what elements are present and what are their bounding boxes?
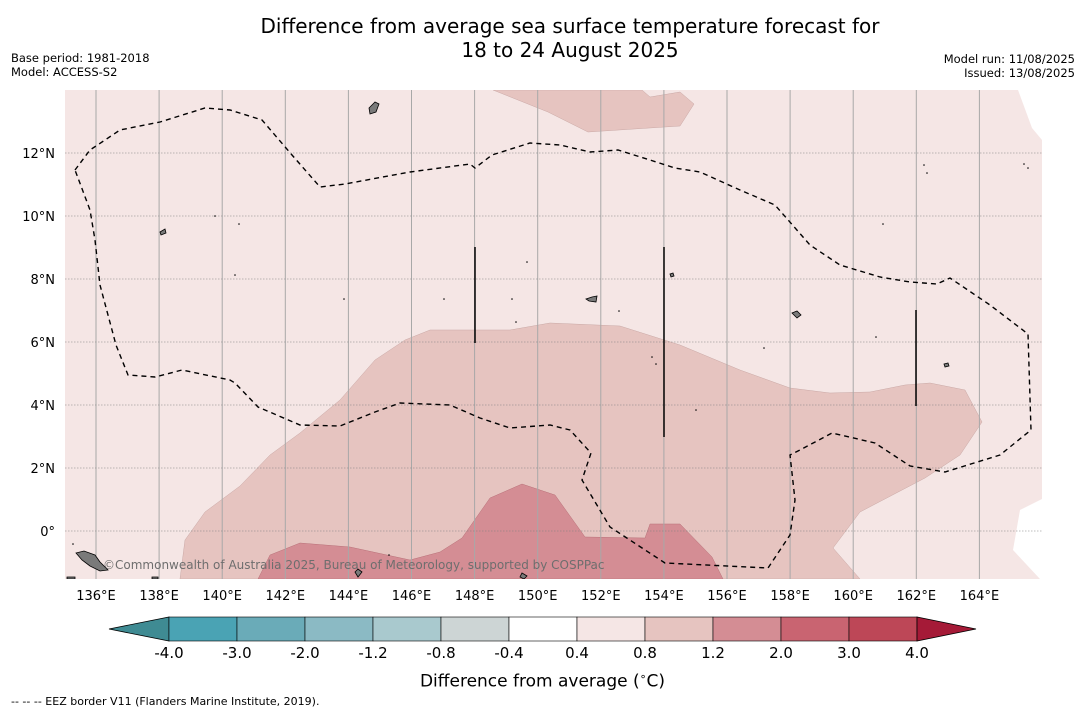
anomaly-region-neutral [1013, 499, 1042, 579]
lon-tick-label: 154°E [644, 589, 684, 604]
colorbar-tick: 0.4 [565, 644, 589, 662]
lon-tick-label: 146°E [392, 589, 432, 604]
colorbar-tick: -2.0 [290, 644, 319, 662]
colorbar-swatch [236, 616, 306, 642]
lat-tick-label: 4°N [31, 399, 56, 414]
colorbar-swatch [508, 616, 578, 642]
colorbar-tick: 2.0 [769, 644, 793, 662]
colorbar-swatch [372, 616, 442, 642]
anomaly-region-1.2-2.0 [257, 483, 724, 579]
colorbar-tick: -1.2 [358, 644, 387, 662]
model-run: Model run: 11/08/2025 [943, 52, 1075, 66]
lat-tick-label: 6°N [31, 336, 56, 351]
lon-tick-label: 148°E [455, 589, 495, 604]
colorbar-label: Difference from average (∘C) [419, 670, 666, 692]
colorbar-swatch [644, 616, 714, 642]
map-title: Difference from average sea surface temp… [0, 14, 1085, 62]
colorbar-swatch [576, 616, 646, 642]
colorbar-tick: -3.0 [222, 644, 251, 662]
lon-tick-label: 162°E [897, 589, 937, 604]
lat-tick-label: 10°N [22, 210, 55, 225]
model-name: Model: ACCESS-S2 [11, 65, 118, 79]
lon-tick-label: 164°E [960, 589, 1000, 604]
lon-tick-label: 140°E [202, 589, 242, 604]
longitude-labels: 136°E 138°E 140°E 142°E 144°E 146°E 148°E 150°E… [76, 589, 999, 604]
colorbar-tick: -0.8 [426, 644, 455, 662]
eez-legend-text: -- -- -- EEZ border V11 (Flanders Marine… [11, 695, 320, 708]
lon-tick-label: 142°E [266, 589, 306, 604]
lon-tick-label: 150°E [518, 589, 558, 604]
colorbar [108, 616, 977, 642]
lat-tick-label: 8°N [31, 273, 56, 288]
colorbar-under-arrow [108, 616, 170, 642]
lat-tick-label: 2°N [31, 462, 56, 477]
title-line-2: 18 to 24 August 2025 [461, 38, 679, 62]
island-dots [72, 163, 1029, 556]
colorbar-tick-labels: -4.0 -3.0 -2.0 -1.2 -0.8 -0.4 0.4 0.8 1.2 2.0 3.0 4… [154, 644, 929, 662]
colorbar-tick: 3.0 [837, 644, 861, 662]
lon-tick-label: 158°E [770, 589, 810, 604]
colorbar-tick: 4.0 [905, 644, 929, 662]
colorbar-tick: -4.0 [154, 644, 183, 662]
islands [66, 101, 950, 579]
attribution-text: ©Commonwealth of Australia 2025, Bureau … [103, 558, 605, 572]
lon-tick-label: 152°E [581, 589, 621, 604]
latitude-gridlines [65, 152, 1042, 532]
lat-tick-label: 0° [40, 525, 55, 540]
colorbar-tick: 1.2 [701, 644, 725, 662]
issued-date: Issued: 13/08/2025 [964, 66, 1075, 80]
eez-border-palau-fsm [74, 107, 1032, 569]
lon-tick-label: 138°E [139, 589, 179, 604]
colorbar-swatch [848, 616, 918, 642]
base-period: Base period: 1981-2018 [11, 51, 150, 65]
title-line-1: Difference from average sea surface temp… [260, 14, 880, 38]
meta-left: Base period: 1981-2018 Model: ACCESS-S2 [11, 51, 150, 79]
map-edge-top-right [1018, 90, 1042, 140]
colorbar-swatch [780, 616, 850, 642]
lon-tick-label: 156°E [707, 589, 747, 604]
latitude-labels: 12°N 10°N 8°N 6°N 4°N 2°N 0° [22, 147, 55, 540]
colorbar-swatch [168, 616, 238, 642]
anomaly-region-top [492, 90, 695, 133]
colorbar-tick: -0.4 [494, 644, 523, 662]
colorbar-swatch [440, 616, 510, 642]
colorbar-swatch [712, 616, 782, 642]
lon-tick-label: 144°E [329, 589, 369, 604]
lon-tick-label: 160°E [833, 589, 873, 604]
colorbar-tick: 0.8 [633, 644, 657, 662]
lon-tick-label: 136°E [76, 589, 116, 604]
colorbar-over-arrow [916, 616, 977, 642]
lat-tick-label: 12°N [22, 147, 55, 162]
meta-right: Model run: 11/08/2025 Issued: 13/08/2025 [944, 52, 1075, 80]
colorbar-swatch [304, 616, 374, 642]
